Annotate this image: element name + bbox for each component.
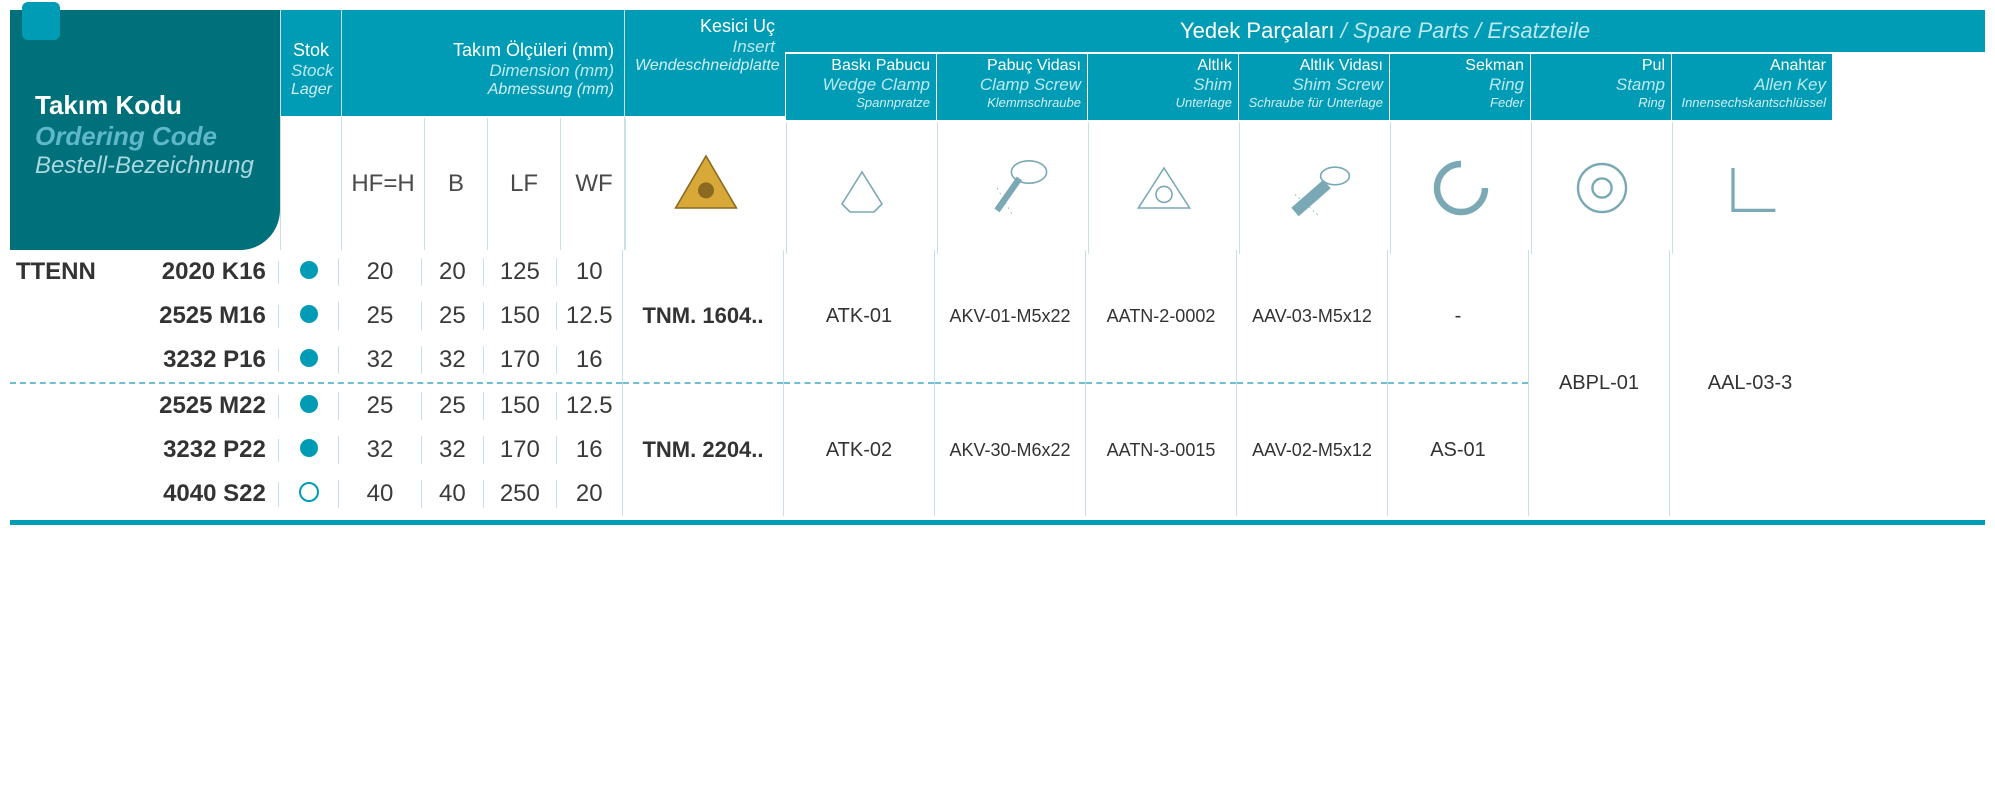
ordering-code-header: Takım Kodu Ordering Code Bestell-Bezeich… — [10, 10, 280, 250]
insert-icon — [625, 118, 785, 250]
stock-dot-filled-icon — [300, 261, 318, 279]
insert-value-1: TNM. 1604.. — [623, 250, 783, 382]
clamp-value-1: ATK-01 — [784, 250, 934, 382]
stock-label-tr: Stok — [291, 40, 331, 61]
data-rows: TTENN2020 K162020125102525 M16252515012.… — [10, 250, 1985, 516]
clamp-value-2: ATK-02 — [784, 384, 934, 516]
dim-label-en: Dimension (mm) — [352, 61, 614, 81]
ordering-label-tr: Takım Kodu — [35, 90, 280, 121]
table-header: Takım Kodu Ordering Code Bestell-Bezeich… — [10, 10, 1985, 250]
spare-col-2: AltlıkShimUnterlage — [1087, 54, 1238, 254]
ring-value-2: AS-01 — [1388, 384, 1528, 516]
stock-dot-filled-icon — [300, 305, 318, 323]
stock-header: Stok Stock Lager — [280, 10, 341, 250]
spare-parts-header: Yedek Parçaları / Spare Parts / Ersatzte… — [785, 10, 1985, 250]
stock-label-de: Lager — [291, 81, 331, 99]
insert-column: TNM. 1604.. TNM. 2204.. — [622, 250, 783, 516]
spare-col-0: Baskı PabucuWedge ClampSpannpratze — [785, 54, 936, 254]
dim-sub-wf: WF — [560, 118, 627, 250]
dim-label-tr: Takım Ölçüleri (mm) — [352, 40, 614, 61]
shim-column: AATN-2-0002 AATN-3-0015 — [1085, 250, 1236, 516]
clamp-screw-value-1: AKV-01-M5x22 — [935, 250, 1085, 382]
insert-label-en: Insert — [635, 37, 775, 57]
insert-value-2: TNM. 2204.. — [623, 384, 783, 516]
table-row: 4040 S22404025020 — [10, 472, 622, 516]
insert-label-de: Wendeschneidplatte — [635, 57, 775, 75]
table-row: 2525 M22252515012.5 — [10, 382, 622, 428]
spare-col-3: Altlık VidasıShim ScrewSchraube für Unte… — [1238, 54, 1389, 254]
spare-col-1: Pabuç VidasıClamp ScrewKlemmschraube — [936, 54, 1087, 254]
stamp-value: ABPL-01 — [1529, 250, 1669, 516]
stamp-column: ABPL-01 — [1528, 250, 1669, 516]
shim-screw-value-2: AAV-02-M5x12 — [1237, 384, 1387, 516]
stock-dot-empty-icon — [299, 482, 319, 502]
spare-col-4: SekmanRingFeder — [1389, 54, 1530, 254]
stock-dot-filled-icon — [300, 439, 318, 457]
spare-title-tr: Yedek Parçaları — [1180, 18, 1335, 43]
shim-value-2: AATN-3-0015 — [1086, 384, 1236, 516]
stock-dot-filled-icon — [300, 349, 318, 367]
dim-sub-b: B — [424, 118, 487, 250]
ring-column: - AS-01 — [1387, 250, 1528, 516]
spare-title-de: Ersatzteile — [1487, 18, 1590, 43]
shim-value-1: AATN-2-0002 — [1086, 250, 1236, 382]
stock-label-en: Stock — [291, 61, 331, 81]
corner-tab-icon — [22, 2, 60, 40]
shim-screw-value-1: AAV-03-M5x12 — [1237, 250, 1387, 382]
insert-header: Kesici Uç Insert Wendeschneidplatte — [624, 10, 785, 250]
spare-title-en: Spare Parts — [1353, 18, 1469, 43]
key-column: AAL-03-3 — [1669, 250, 1830, 516]
ordering-label-de: Bestell-Bezeichnung — [35, 152, 280, 180]
clamp-screw-value-2: AKV-30-M6x22 — [935, 384, 1085, 516]
dim-label-de: Abmessung (mm) — [352, 81, 614, 99]
dimensions-header: Takım Ölçüleri (mm) Dimension (mm) Abmes… — [341, 10, 624, 250]
footer-bar — [10, 520, 1985, 525]
clamp-screw-column: AKV-01-M5x22 AKV-30-M6x22 — [934, 250, 1085, 516]
parts-table: Takım Kodu Ordering Code Bestell-Bezeich… — [10, 10, 1985, 525]
stock-dot-filled-icon — [300, 395, 318, 413]
key-value: AAL-03-3 — [1670, 250, 1830, 516]
spare-col-5: PulStampRing — [1530, 54, 1671, 254]
dim-sub-lf: LF — [487, 118, 560, 250]
ring-value-1: - — [1388, 250, 1528, 382]
spare-col-6: AnahtarAllen KeyInnensechskantschlüssel — [1671, 54, 1832, 254]
ordering-label-en: Ordering Code — [35, 121, 280, 152]
insert-label-tr: Kesici Uç — [635, 16, 775, 37]
table-row: 3232 P22323217016 — [10, 428, 622, 472]
dim-sub-hf: HF=H — [342, 118, 424, 250]
clamp-column: ATK-01 ATK-02 — [783, 250, 934, 516]
table-row: 3232 P16323217016 — [10, 338, 622, 382]
table-row: TTENN2020 K16202012510 — [10, 250, 622, 294]
shim-screw-column: AAV-03-M5x12 AAV-02-M5x12 — [1236, 250, 1387, 516]
table-row: 2525 M16252515012.5 — [10, 294, 622, 338]
